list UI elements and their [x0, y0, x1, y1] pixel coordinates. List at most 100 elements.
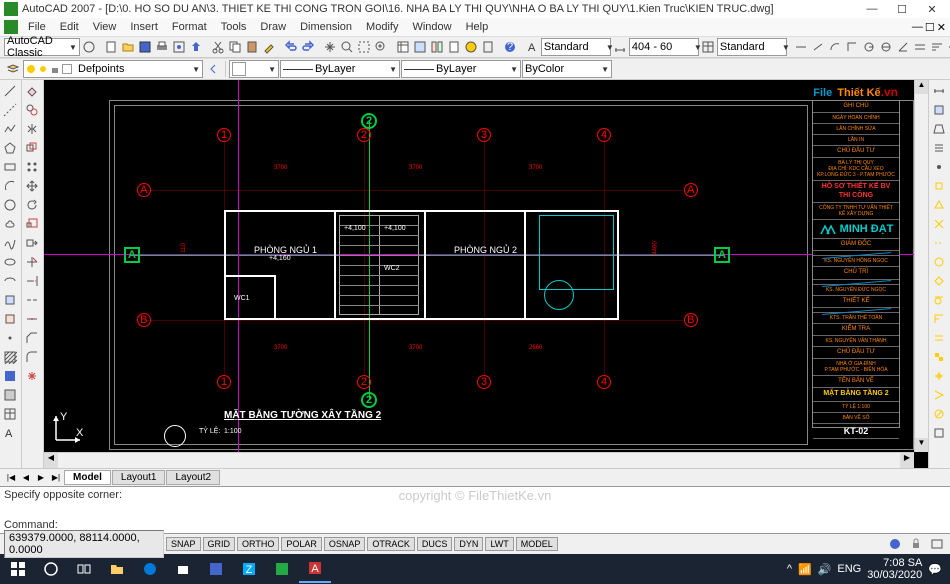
dim-linear-icon[interactable] — [793, 38, 809, 56]
insert-block-icon[interactable] — [1, 291, 19, 309]
dim-baseline-icon[interactable] — [929, 38, 945, 56]
distance-icon[interactable] — [930, 82, 948, 100]
polar-toggle[interactable]: POLAR — [281, 537, 322, 551]
taskview-icon[interactable] — [68, 555, 100, 583]
menu-window[interactable]: Window — [406, 20, 457, 34]
app3-icon[interactable] — [266, 555, 298, 583]
tray-up-icon[interactable]: ^ — [787, 563, 792, 575]
dim-ordinate-icon[interactable] — [844, 38, 860, 56]
extend-icon[interactable] — [23, 272, 41, 290]
command-window[interactable]: Specify opposite corner: Command: — [0, 486, 950, 534]
designcenter-icon[interactable] — [412, 38, 428, 56]
spline-icon[interactable] — [1, 234, 19, 252]
dim-style-icon[interactable] — [612, 38, 628, 56]
doc-maximize[interactable]: ☐ — [925, 21, 935, 34]
osnap-mid-icon[interactable] — [930, 196, 948, 214]
table-icon[interactable] — [1, 405, 19, 423]
app1-icon[interactable] — [200, 555, 232, 583]
hatch-icon[interactable] — [1, 348, 19, 366]
tab-model[interactable]: Model — [64, 470, 111, 485]
id-icon[interactable] — [930, 158, 948, 176]
lwt-toggle[interactable]: LWT — [485, 537, 513, 551]
stretch-icon[interactable] — [23, 234, 41, 252]
list-icon[interactable] — [930, 139, 948, 157]
explorer-icon[interactable] — [101, 555, 133, 583]
xline-icon[interactable] — [1, 101, 19, 119]
redo-icon[interactable] — [300, 38, 316, 56]
edge-icon[interactable] — [134, 555, 166, 583]
osnap-settings-icon[interactable] — [930, 424, 948, 442]
layer-dropdown[interactable]: Defpoints▼ — [23, 60, 203, 78]
dim-arc-icon[interactable] — [827, 38, 843, 56]
offset-icon[interactable] — [23, 139, 41, 157]
arc-icon[interactable] — [1, 177, 19, 195]
otrack-toggle[interactable]: OTRACK — [367, 537, 415, 551]
menu-dimension[interactable]: Dimension — [294, 20, 358, 34]
save-icon[interactable] — [137, 38, 153, 56]
plot-preview-icon[interactable] — [171, 38, 187, 56]
line-icon[interactable] — [1, 82, 19, 100]
minimize-button[interactable]: — — [858, 1, 886, 17]
dim-quick-icon[interactable] — [912, 38, 928, 56]
dim-diameter-icon[interactable] — [878, 38, 894, 56]
close-button[interactable]: ✕ — [918, 1, 946, 17]
app2-icon[interactable]: Z — [233, 555, 265, 583]
zoom-icon[interactable] — [339, 38, 355, 56]
menu-help[interactable]: Help — [460, 20, 495, 34]
undo-icon[interactable] — [283, 38, 299, 56]
osnap-cen-icon[interactable] — [930, 253, 948, 271]
plotstyle-dropdown[interactable]: ByColor▼ — [522, 60, 612, 78]
rotate-icon[interactable] — [23, 196, 41, 214]
start-button[interactable] — [2, 555, 34, 583]
store-icon[interactable] — [167, 555, 199, 583]
model-toggle[interactable]: MODEL — [516, 537, 558, 551]
fillet-icon[interactable] — [23, 348, 41, 366]
ellipse-icon[interactable] — [1, 253, 19, 271]
linetype-dropdown[interactable]: ByLayer▼ — [280, 60, 400, 78]
print-icon[interactable] — [154, 38, 170, 56]
mirror-icon[interactable] — [23, 120, 41, 138]
menu-format[interactable]: Format — [166, 20, 213, 34]
cut-icon[interactable] — [210, 38, 226, 56]
osnap-node-icon[interactable] — [930, 367, 948, 385]
toolpalettes-icon[interactable] — [429, 38, 445, 56]
dim-style-dropdown[interactable]: 404 - 60▼ — [629, 38, 699, 56]
paste-icon[interactable] — [244, 38, 260, 56]
osnap-near-icon[interactable] — [930, 386, 948, 404]
pan-icon[interactable] — [322, 38, 338, 56]
snap-toggle[interactable]: SNAP — [166, 537, 201, 551]
layer-prev-icon[interactable] — [204, 60, 222, 78]
layer-manager-icon[interactable] — [4, 60, 22, 78]
mtext-icon[interactable]: A — [1, 424, 19, 442]
open-icon[interactable] — [120, 38, 136, 56]
tab-prev[interactable]: ◀ — [19, 471, 33, 485]
point-icon[interactable] — [1, 329, 19, 347]
menu-modify[interactable]: Modify — [360, 20, 404, 34]
maximize-button[interactable]: ☐ — [888, 1, 916, 17]
menu-file[interactable]: File — [22, 20, 52, 34]
properties-icon[interactable] — [395, 38, 411, 56]
help-icon[interactable]: ? — [502, 38, 518, 56]
text-style-icon[interactable]: A — [524, 38, 540, 56]
circle-icon[interactable] — [1, 196, 19, 214]
menu-view[interactable]: View — [87, 20, 123, 34]
menu-draw[interactable]: Draw — [254, 20, 292, 34]
osnap-none-icon[interactable] — [930, 405, 948, 423]
osnap-tan-icon[interactable] — [930, 291, 948, 309]
polyline-icon[interactable] — [1, 120, 19, 138]
sheet-set-icon[interactable] — [446, 38, 462, 56]
match-icon[interactable] — [261, 38, 277, 56]
trim-icon[interactable] — [23, 253, 41, 271]
tab-layout2[interactable]: Layout2 — [166, 470, 220, 485]
color-dropdown[interactable]: ▼ — [229, 60, 279, 78]
tab-last[interactable]: ▶| — [49, 471, 63, 485]
area-icon[interactable] — [930, 101, 948, 119]
erase-icon[interactable] — [23, 82, 41, 100]
dim-continue-icon[interactable] — [946, 38, 950, 56]
dyn-toggle[interactable]: DYN — [454, 537, 483, 551]
osnap-ext-icon[interactable] — [930, 234, 948, 252]
explode-icon[interactable] — [23, 367, 41, 385]
tray-notifications-icon[interactable]: 💬 — [928, 563, 942, 576]
osnap-per-icon[interactable] — [930, 310, 948, 328]
osnap-end-icon[interactable] — [930, 177, 948, 195]
